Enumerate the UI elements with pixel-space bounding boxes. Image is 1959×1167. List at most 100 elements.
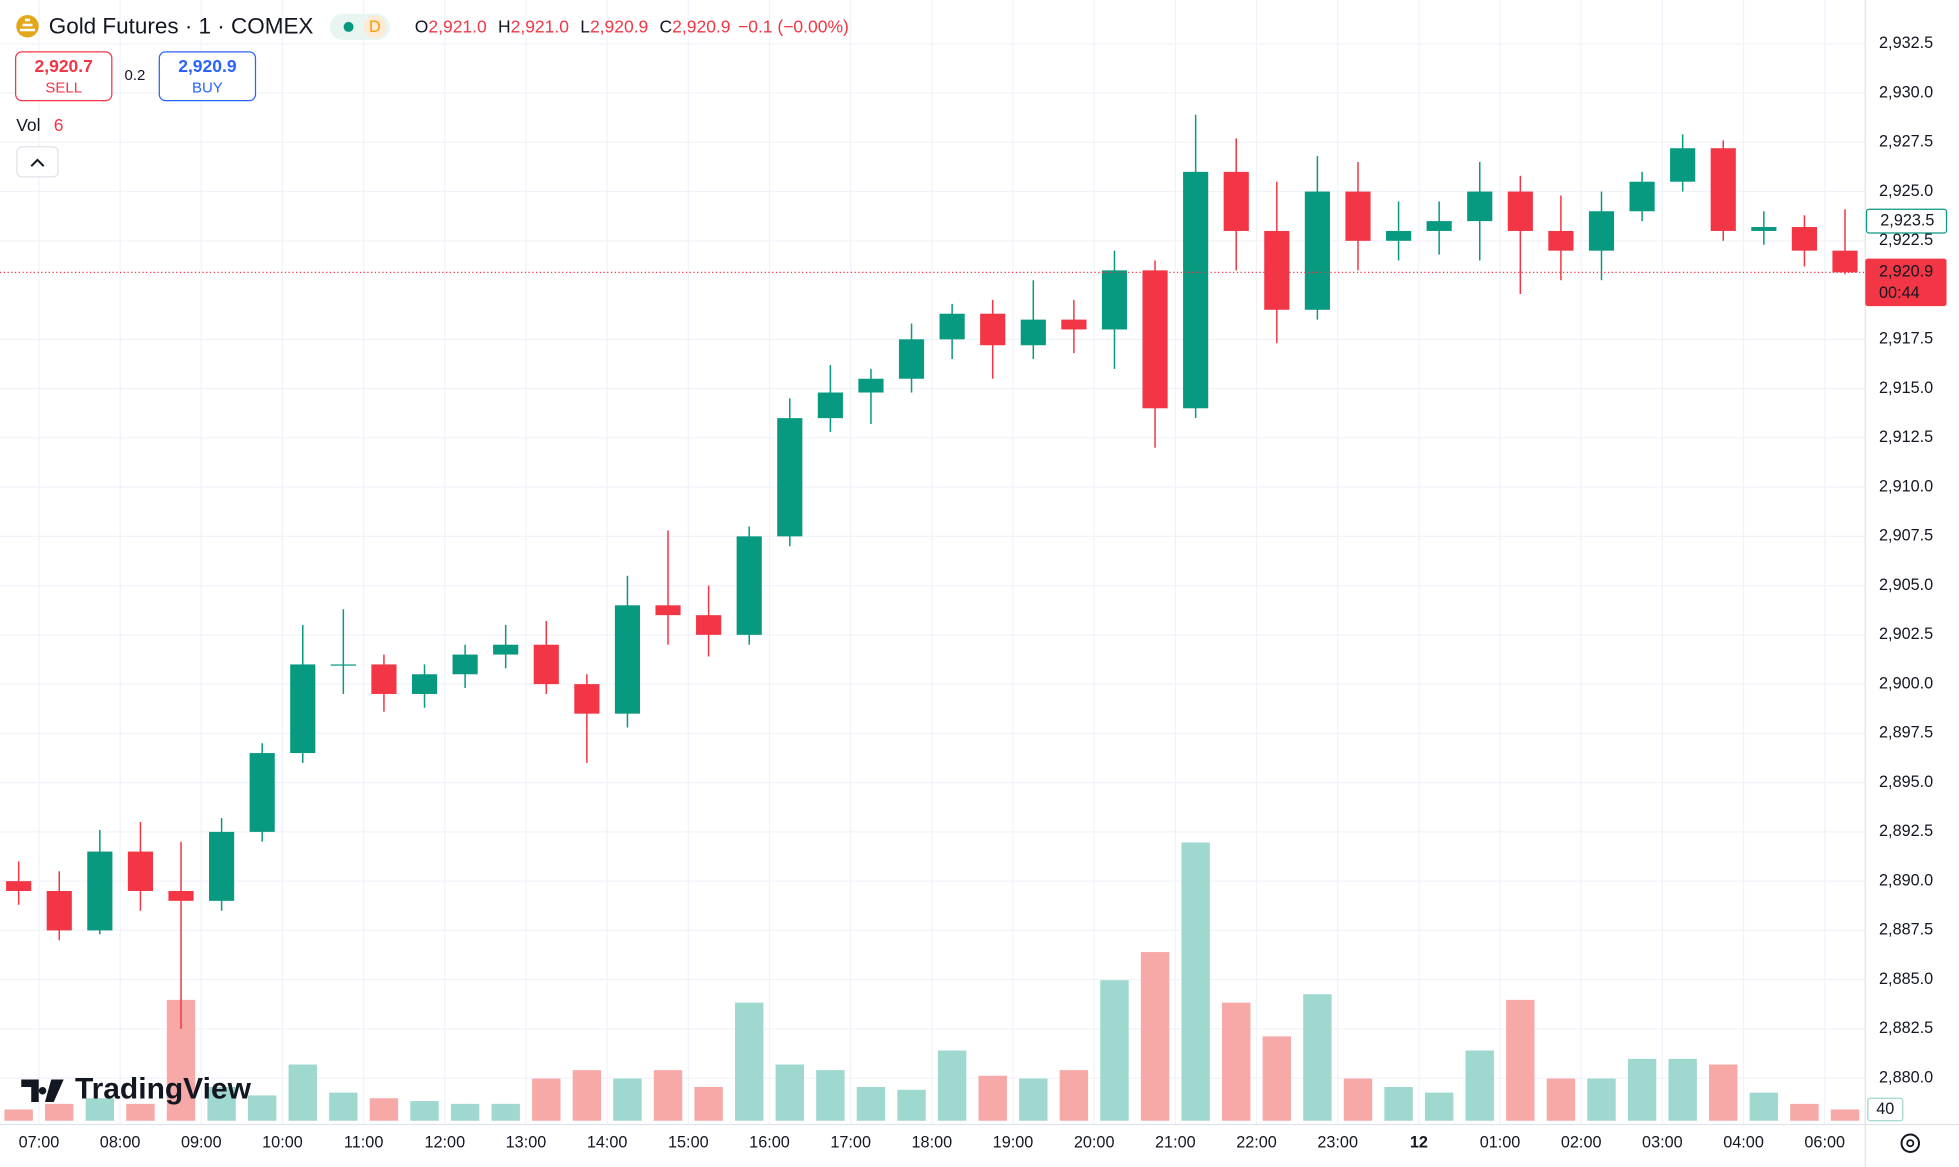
candle-body <box>1385 230 1412 241</box>
y-tick-label: 2,932.5 <box>1879 34 1933 52</box>
candle-body <box>6 881 32 891</box>
volume-bar <box>1749 1092 1779 1121</box>
volume-bar <box>329 1092 358 1121</box>
candle-body <box>1832 250 1858 273</box>
x-tick-label: 10:00 <box>262 1134 303 1152</box>
candle-body <box>1791 227 1818 251</box>
y-tick-label: 2,917.5 <box>1879 330 1933 348</box>
volume-tick-label: 40 <box>1876 1100 1894 1118</box>
y-tick-label: 2,887.5 <box>1879 921 1933 939</box>
y-tick-label: 2,885.0 <box>1879 970 1933 988</box>
ohlc-value: 2,921.0 <box>511 16 570 36</box>
x-tick-label: 08:00 <box>100 1134 141 1152</box>
volume-bar <box>1709 1064 1738 1121</box>
y-tick-label: 2,892.5 <box>1879 822 1933 840</box>
x-tick-label: 12 <box>1410 1134 1428 1152</box>
volume-bar <box>207 1086 236 1121</box>
sell-button[interactable] <box>14 51 113 102</box>
status-dot <box>343 21 354 32</box>
candle-body <box>696 615 722 635</box>
volume-bar <box>653 1070 683 1121</box>
x-tick-label: 06:00 <box>1804 1134 1845 1152</box>
volume-bar <box>572 1070 602 1121</box>
sell-label: SELL <box>45 80 82 97</box>
candle-body <box>939 313 965 340</box>
x-tick-label: 23:00 <box>1317 1134 1358 1152</box>
x-tick-label: 11:00 <box>344 1134 383 1152</box>
settings-icon[interactable] <box>1900 1133 1921 1153</box>
x-tick-label: 07:00 <box>19 1134 60 1152</box>
volume-bar <box>613 1078 642 1121</box>
y-tick-label: 2,895.0 <box>1879 773 1933 791</box>
volume-bar <box>1587 1078 1616 1121</box>
brand-name: TradingView <box>75 1073 252 1106</box>
x-tick-label: 22:00 <box>1236 1134 1277 1152</box>
volume-bar <box>1790 1103 1819 1121</box>
candle-body <box>249 753 275 832</box>
candle-body <box>533 644 559 685</box>
volume-bar <box>491 1103 520 1121</box>
symbol-icon-glyph <box>19 18 35 32</box>
candle-body <box>1101 270 1128 330</box>
candle-body <box>46 890 72 931</box>
candle-body <box>1264 230 1290 310</box>
volume-bar <box>288 1064 317 1121</box>
y-tick-label: 2,915.0 <box>1879 379 1933 397</box>
x-tick-label: 20:00 <box>1074 1134 1115 1152</box>
volume-bar <box>1019 1078 1048 1121</box>
candle-body <box>1548 230 1574 251</box>
y-tick-label: 2,922.5 <box>1879 231 1933 249</box>
x-tick-label: 09:00 <box>181 1134 222 1152</box>
ohlc-value: 2,921.0 <box>428 16 487 36</box>
ohlc-legend: O2,921.0 H2,921.0 L2,920.9 C2,920.9 −0.1 (−0… <box>415 16 849 36</box>
volume-bar <box>1181 842 1210 1121</box>
x-tick-label: 19:00 <box>993 1134 1034 1152</box>
marker-price-box <box>1865 208 1948 234</box>
settings-icon-center <box>1906 1139 1915 1148</box>
candle-body <box>1507 191 1533 231</box>
candle-body <box>614 605 641 714</box>
status-badge <box>363 15 387 39</box>
volume-bar <box>816 1070 845 1121</box>
candle-body <box>1588 211 1615 251</box>
spread: 0.2 <box>125 67 146 84</box>
grid <box>0 0 1866 1125</box>
last-price-label: 2,920.9 <box>1879 263 1933 281</box>
candle-body <box>1061 319 1087 330</box>
y-tick-label: 2,897.5 <box>1879 724 1933 742</box>
candle-body <box>736 536 762 635</box>
candle-body <box>574 684 600 714</box>
collapse-button[interactable] <box>16 146 59 178</box>
x-tick-label: 02:00 <box>1561 1134 1602 1152</box>
status-label: D <box>369 18 381 36</box>
volume-bar <box>856 1086 886 1121</box>
ohlc-change: −0.1 (−0.00%) <box>738 16 849 36</box>
candle-body <box>290 664 316 754</box>
volume-bar <box>1303 994 1332 1121</box>
x-tick-label: 16:00 <box>749 1134 790 1152</box>
brand-logo <box>21 1079 64 1102</box>
y-tick-label: 2,890.0 <box>1879 871 1933 889</box>
buy-button[interactable] <box>158 51 257 102</box>
buy-label: BUY <box>192 80 223 97</box>
volume-bar <box>126 1103 155 1121</box>
symbol-title[interactable]: Gold Futures · 1 · COMEX <box>49 13 314 38</box>
volume-tick-box <box>1867 1097 1904 1122</box>
volume-pane <box>4 842 1860 1121</box>
axes: 2,932.5 2,930.0 2,927.5 2,925.0 2,922.5 2,917… <box>19 34 1948 1152</box>
volume-bar <box>1100 980 1129 1121</box>
x-tick-label: 12:00 <box>424 1134 465 1152</box>
volume-bar <box>85 1098 115 1121</box>
x-tick-label: 21:00 <box>1155 1134 1196 1152</box>
volume-bar <box>450 1103 480 1121</box>
candle-body <box>980 313 1006 346</box>
candle-body <box>1751 227 1777 231</box>
volume-legend-label: Vol <box>16 115 40 135</box>
y-tick-label: 2,902.5 <box>1879 625 1933 643</box>
candles <box>0 114 1866 1029</box>
volume-bar <box>978 1075 1007 1121</box>
volume-bar <box>694 1086 723 1121</box>
volume-bar <box>247 1095 277 1121</box>
candle-body <box>655 605 681 616</box>
